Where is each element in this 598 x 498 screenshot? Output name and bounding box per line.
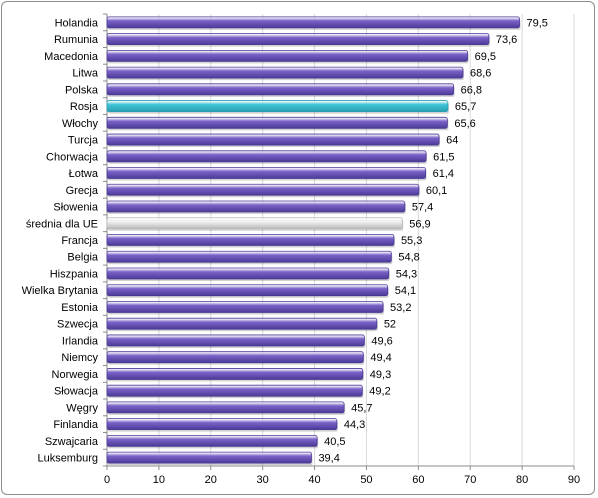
bar [106, 83, 455, 96]
category-label: Łotwa [69, 168, 99, 180]
data-label: 49,3 [370, 369, 391, 381]
category-label: Finlandia [53, 419, 99, 431]
category-label: Chorwacja [46, 151, 99, 163]
category-label: Rumunia [54, 34, 99, 46]
category-label: Hiszpania [50, 268, 99, 280]
data-label: 69,5 [475, 51, 496, 63]
data-label: 55,3 [401, 235, 422, 247]
category-label: Słowacja [54, 386, 99, 398]
data-label: 45,7 [351, 402, 372, 414]
category-label: Turcja [68, 135, 99, 147]
category-label: Luksemburg [37, 453, 98, 465]
data-label: 49,6 [371, 335, 392, 347]
category-label: Słowenia [53, 202, 99, 214]
bar [106, 401, 345, 414]
bar [106, 33, 490, 46]
bar [106, 217, 403, 230]
data-label: 65,7 [455, 101, 476, 113]
bar [106, 200, 406, 213]
category-label: Niemcy [61, 352, 98, 364]
category-label: Węgry [66, 402, 98, 414]
data-label: 44,3 [344, 419, 365, 431]
data-label: 40,5 [324, 436, 345, 448]
data-label: 73,6 [496, 34, 517, 46]
data-label: 54,3 [396, 268, 417, 280]
category-label: Norwegia [52, 369, 99, 381]
bar [106, 183, 420, 196]
bar [106, 133, 440, 146]
data-label: 53,2 [390, 302, 411, 314]
data-label: 57,4 [412, 202, 433, 214]
data-label: 64 [446, 135, 458, 147]
data-label: 52 [384, 319, 396, 331]
bar [106, 384, 363, 397]
x-tick-label: 30 [257, 474, 269, 486]
bar [106, 250, 392, 263]
x-tick-label: 0 [104, 474, 110, 486]
category-label: Szwecja [57, 319, 99, 331]
bar [106, 317, 378, 330]
data-label: 49,2 [369, 386, 390, 398]
category-label: Wielka Brytania [22, 285, 99, 297]
bar [106, 150, 427, 163]
bar [106, 451, 312, 464]
data-label: 68,6 [470, 68, 491, 80]
data-label: 54,8 [398, 252, 419, 264]
bar [106, 418, 338, 431]
category-label: Polska [65, 84, 99, 96]
bar [106, 267, 390, 280]
bar [106, 49, 469, 62]
data-label: 39,4 [318, 453, 339, 465]
data-label: 61,5 [433, 151, 454, 163]
bar [106, 16, 520, 29]
x-tick-label: 20 [205, 474, 217, 486]
category-label: Macedonia [44, 51, 99, 63]
category-label: Estonia [61, 302, 99, 314]
data-label: 60,1 [426, 185, 447, 197]
bar [106, 66, 464, 79]
x-tick-label: 60 [412, 474, 424, 486]
x-tick-label: 90 [568, 474, 580, 486]
bar [106, 434, 318, 447]
data-label: 65,6 [454, 118, 475, 130]
category-label: Belgia [67, 252, 98, 264]
bar [106, 100, 449, 112]
category-label: Szwajcaria [45, 436, 99, 448]
bar [106, 368, 364, 380]
data-label: 56,9 [409, 218, 430, 230]
data-label: 49,4 [370, 352, 391, 364]
data-label: 54,1 [395, 285, 416, 297]
data-label: 66,8 [461, 84, 482, 96]
category-label: Rosja [70, 101, 99, 113]
category-label: średnia dla UE [26, 218, 98, 230]
bar [106, 116, 448, 129]
x-tick-label: 80 [516, 474, 528, 486]
bar [106, 234, 395, 246]
category-label: Grecja [66, 185, 99, 197]
x-tick-label: 50 [360, 474, 372, 486]
bar [106, 334, 365, 347]
x-tick-label: 40 [308, 474, 320, 486]
category-label: Litwa [72, 68, 99, 80]
category-label: Włochy [62, 118, 99, 130]
x-tick-label: 10 [153, 474, 165, 486]
category-label: Irlandia [62, 335, 99, 347]
data-label: 61,4 [433, 168, 454, 180]
bar [106, 301, 384, 313]
data-label: 79,5 [527, 17, 548, 29]
bar [106, 284, 389, 297]
category-label: Francja [61, 235, 99, 247]
bar [106, 351, 364, 364]
category-label: Holandia [55, 17, 99, 29]
bar [106, 167, 426, 179]
x-tick-label: 70 [464, 474, 476, 486]
